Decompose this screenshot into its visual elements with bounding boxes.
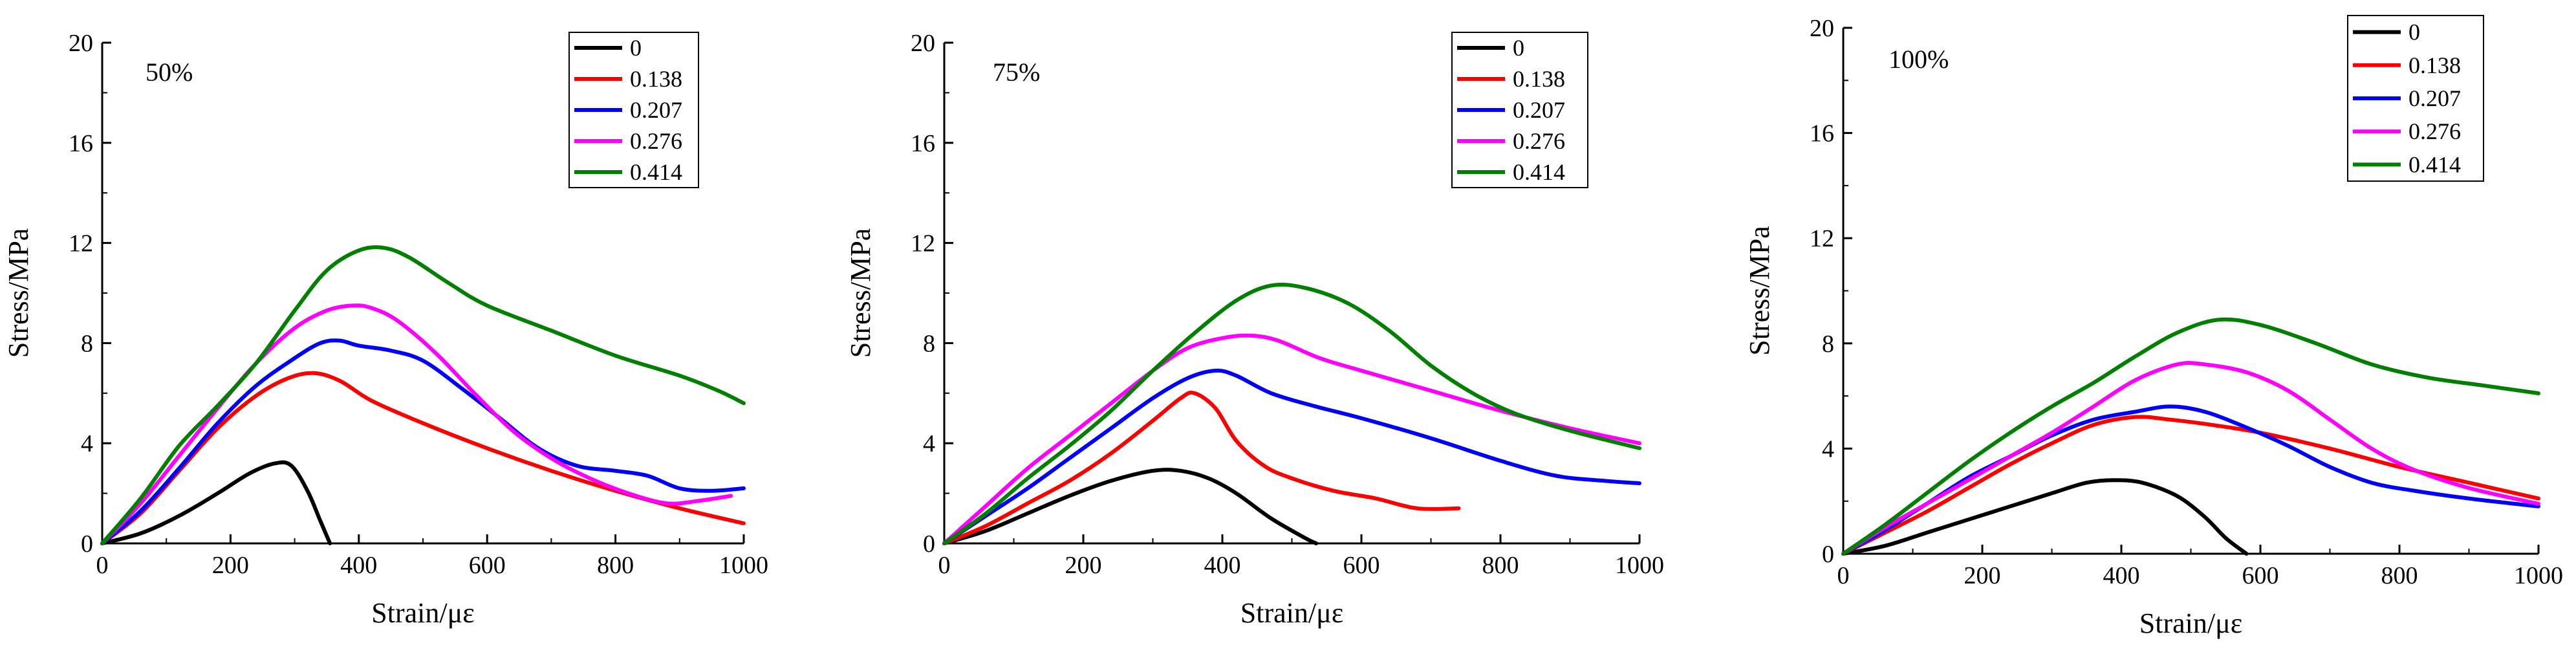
y-axis-title: Stress/MPa bbox=[1744, 226, 1775, 355]
x-tick-label: 600 bbox=[2242, 562, 2279, 589]
y-tick-label: 12 bbox=[911, 230, 935, 257]
series-line-0.138 bbox=[100, 371, 746, 545]
legend-label: 0.276 bbox=[630, 128, 682, 154]
x-tick-label: 800 bbox=[2381, 562, 2418, 589]
x-axis-title: Strain/με bbox=[371, 597, 474, 629]
legend: 0 0.138 0.207 0.276 0.414 bbox=[2347, 15, 2484, 182]
legend-label: 0 bbox=[630, 35, 642, 61]
x-tick-label: 200 bbox=[212, 552, 249, 579]
series-line-0.276 bbox=[100, 303, 733, 545]
legend-label: 0.207 bbox=[630, 97, 682, 123]
legend-label: 0.207 bbox=[2408, 85, 2461, 111]
y-tick-label: 16 bbox=[1810, 120, 1834, 147]
x-tick-label: 600 bbox=[469, 552, 506, 579]
x-tick-label: 0 bbox=[938, 552, 951, 579]
chart-panel-2: 0 200 400 600 800 1000 0 4 8 12 16 20 Strain/με Stres… bbox=[845, 30, 1664, 629]
legend-label: 0.276 bbox=[2408, 118, 2461, 144]
series-line-0.414 bbox=[942, 283, 1641, 545]
y-tick-label: 8 bbox=[81, 330, 93, 357]
series-line-0.276 bbox=[942, 333, 1641, 545]
x-tick-label: 1000 bbox=[1615, 552, 1664, 579]
y-tick-label: 20 bbox=[1810, 15, 1834, 42]
x-tick-label: 200 bbox=[1964, 562, 2001, 589]
x-tick-label: 1000 bbox=[719, 552, 768, 579]
chart-panel-3: 0 200 400 600 800 1000 0 4 8 12 16 20 Strain/με Stres… bbox=[1744, 15, 2563, 639]
series-line-0.414 bbox=[1841, 317, 2540, 556]
x-tick-label: 600 bbox=[1343, 552, 1380, 579]
y-tick-label: 12 bbox=[1810, 225, 1834, 252]
legend-label: 0.138 bbox=[1513, 66, 1565, 92]
y-tick-label: 0 bbox=[81, 530, 93, 558]
x-tick-label: 400 bbox=[340, 552, 377, 579]
y-tick-label: 8 bbox=[923, 330, 935, 357]
y-tick-label: 16 bbox=[69, 130, 93, 157]
series-line-0.276 bbox=[1841, 361, 2540, 556]
y-axis-title: Stress/MPa bbox=[3, 228, 34, 358]
legend-label: 0.207 bbox=[1513, 97, 1565, 123]
legend-label: 0.414 bbox=[630, 159, 682, 185]
x-tick-label: 0 bbox=[1837, 562, 1850, 589]
y-tick-label: 20 bbox=[911, 30, 935, 57]
legend-label: 0 bbox=[2408, 19, 2420, 45]
panel-label: 75% bbox=[993, 58, 1040, 87]
legend-label: 0.414 bbox=[2408, 151, 2461, 177]
legend-label: 0.414 bbox=[1513, 159, 1565, 185]
y-tick-label: 4 bbox=[81, 430, 93, 457]
x-tick-label: 400 bbox=[1204, 552, 1241, 579]
series-line-0.207 bbox=[100, 338, 746, 545]
x-axis-title: Strain/με bbox=[2139, 607, 2242, 639]
series-line-0.138 bbox=[1841, 415, 2540, 556]
panel-label: 100% bbox=[1889, 45, 1949, 74]
y-tick-label: 8 bbox=[1822, 331, 1834, 358]
series-line-0 bbox=[100, 460, 332, 545]
legend-label: 0.138 bbox=[630, 66, 682, 92]
x-tick-label: 200 bbox=[1065, 552, 1102, 579]
series-line-0 bbox=[1841, 478, 2249, 556]
y-tick-label: 4 bbox=[1822, 435, 1834, 463]
panel-label: 50% bbox=[146, 58, 193, 87]
legend-label: 0 bbox=[1513, 35, 1524, 61]
x-tick-label: 800 bbox=[597, 552, 634, 579]
y-tick-label: 12 bbox=[69, 230, 93, 257]
x-tick-label: 0 bbox=[96, 552, 109, 579]
x-tick-label: 1000 bbox=[2514, 562, 2563, 589]
legend: 0 0.138 0.207 0.276 0.414 bbox=[568, 32, 699, 188]
legend-label: 0.138 bbox=[2408, 52, 2461, 78]
series-line-0.207 bbox=[1841, 404, 2540, 556]
series-line-0.414 bbox=[100, 245, 746, 545]
legend-label: 0.276 bbox=[1513, 128, 1565, 154]
y-tick-label: 4 bbox=[923, 430, 935, 457]
y-tick-label: 0 bbox=[1822, 541, 1834, 568]
y-tick-label: 20 bbox=[69, 30, 93, 57]
x-tick-label: 800 bbox=[1482, 552, 1519, 579]
y-tick-label: 16 bbox=[911, 130, 935, 157]
chart-panel-1: 0 200 400 600 800 1000 0 4 8 12 16 20 Strain/με Stres… bbox=[3, 30, 768, 629]
y-axis-title: Stress/MPa bbox=[845, 228, 876, 358]
legend: 0 0.138 0.207 0.276 0.414 bbox=[1451, 32, 1588, 188]
y-tick-label: 0 bbox=[923, 530, 935, 558]
series-line-0 bbox=[942, 468, 1319, 545]
x-axis-title: Strain/με bbox=[1240, 597, 1343, 629]
series-line-0.207 bbox=[942, 368, 1641, 545]
series-line-0.138 bbox=[942, 390, 1461, 545]
x-tick-label: 400 bbox=[2103, 562, 2140, 589]
